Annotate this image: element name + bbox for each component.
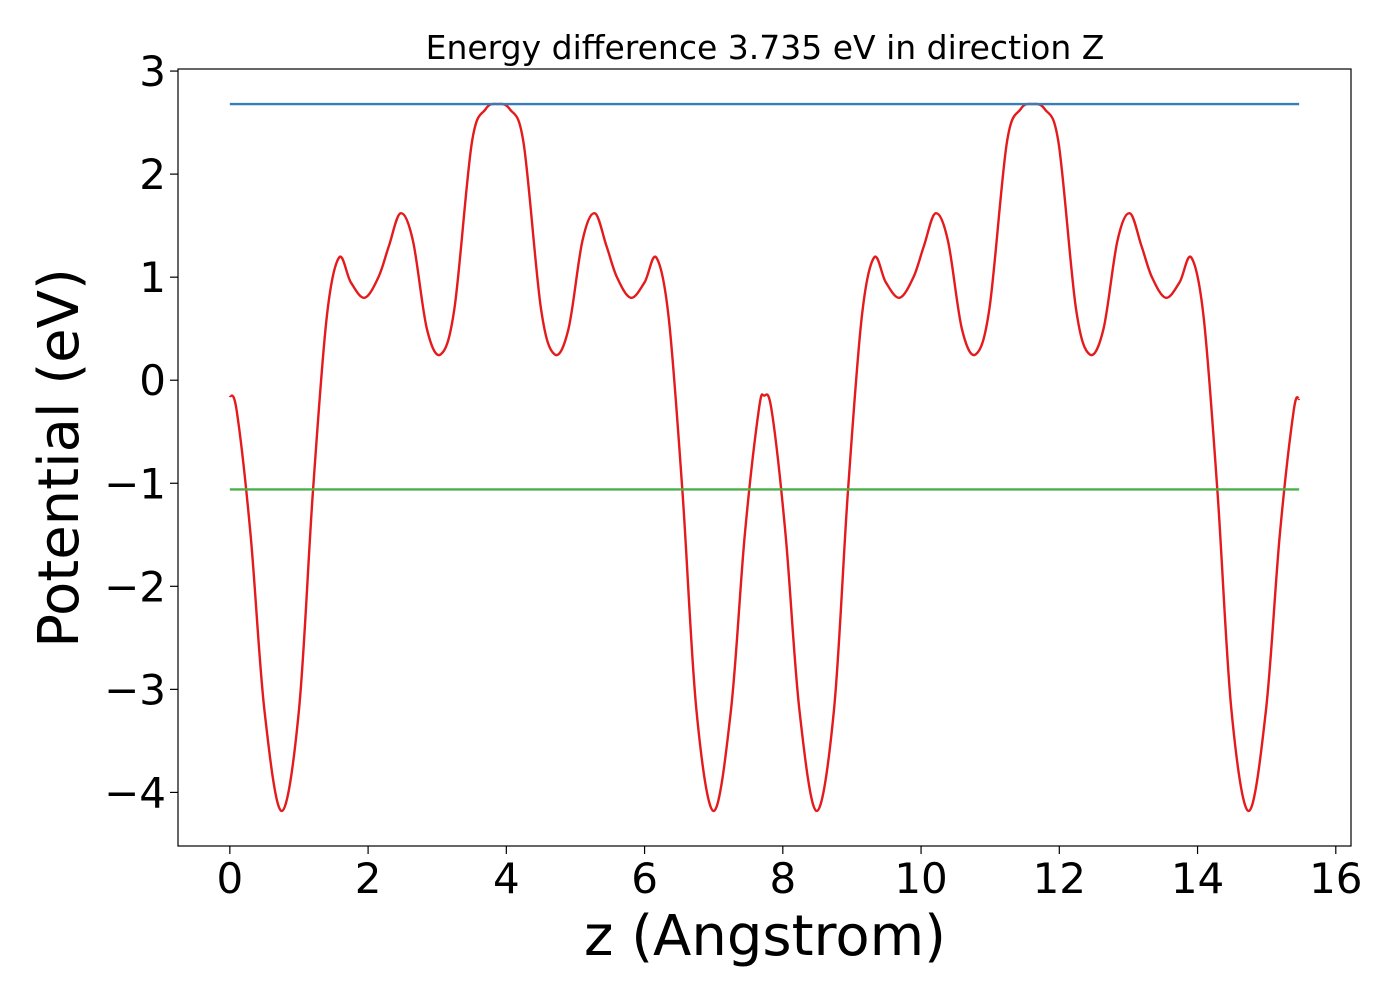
y-tick-label: −3 <box>104 665 166 714</box>
y-tick-label: 1 <box>139 253 166 302</box>
y-tick-label: −2 <box>104 562 166 611</box>
y-tick-label: −1 <box>104 459 166 508</box>
x-axis-label: z (Angstrom) <box>584 904 946 969</box>
x-tick-label: 12 <box>1033 854 1086 903</box>
y-tick-label: −4 <box>104 768 166 817</box>
x-tick-label: 14 <box>1171 854 1224 903</box>
chart-title: Energy difference 3.735 eV in direction … <box>426 28 1105 67</box>
y-axis-label: Potential (eV) <box>27 268 92 648</box>
line-series <box>228 102 1301 813</box>
y-tick-label: 2 <box>139 150 166 199</box>
x-tick-label: 8 <box>769 854 796 903</box>
x-tick-label: 0 <box>216 854 243 903</box>
x-tick-label: 10 <box>894 854 947 903</box>
y-tick-label: 3 <box>139 47 166 96</box>
x-tick-label: 4 <box>493 854 520 903</box>
x-tick-label: 6 <box>631 854 658 903</box>
x-tick-label: 2 <box>355 854 382 903</box>
y-tick-label: 0 <box>139 356 166 405</box>
x-tick-label: 16 <box>1309 854 1362 903</box>
plot-frame <box>177 68 1352 847</box>
